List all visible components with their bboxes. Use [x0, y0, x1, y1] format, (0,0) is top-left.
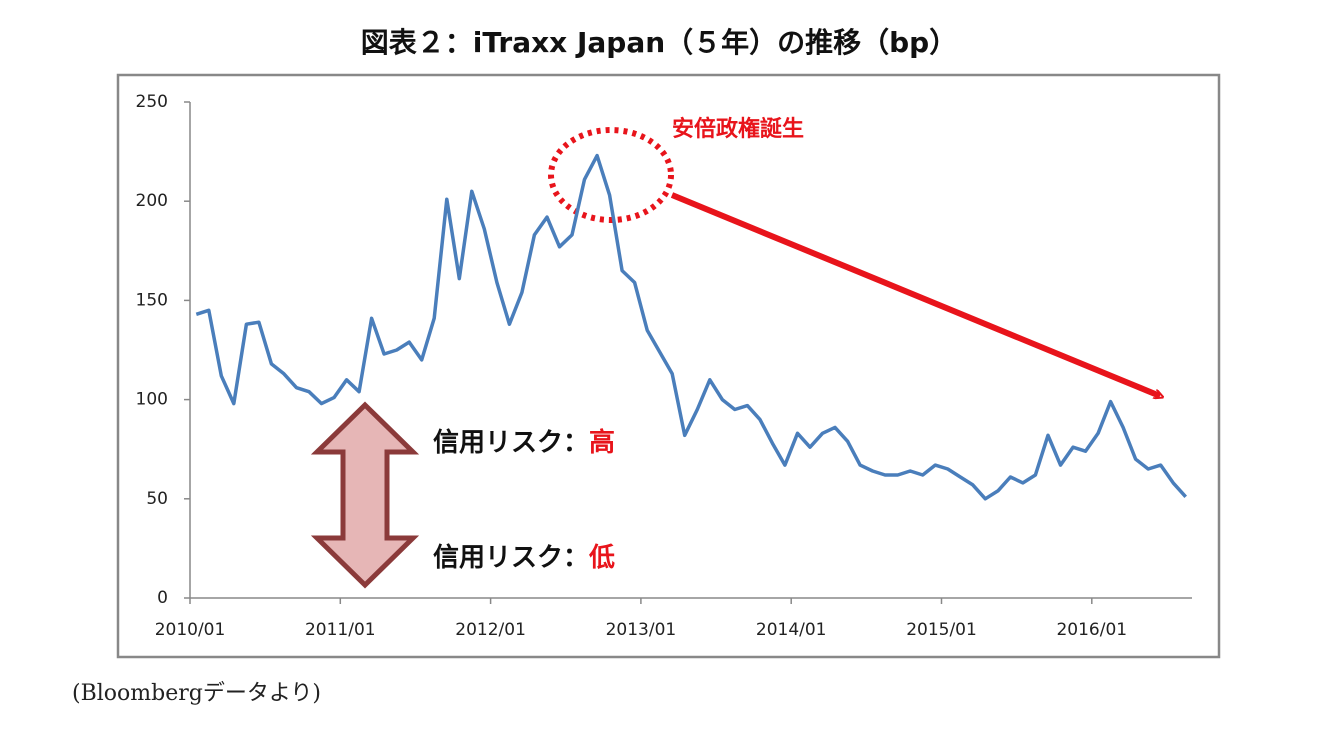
risk-high: 高	[589, 427, 615, 458]
risk-arrow	[310, 401, 420, 589]
risk-label: 信用リスク：高	[433, 427, 615, 458]
x-tick-label: 2010/01	[155, 620, 226, 640]
x-tick-label: 2014/01	[756, 620, 827, 640]
risk-prefix: 信用リスク：	[433, 543, 589, 573]
trend-arrow	[670, 192, 1160, 396]
y-tick-label: 150	[136, 290, 168, 310]
risk-low: 低	[588, 543, 615, 573]
event-label: 安倍政権誕生	[672, 116, 804, 142]
x-tick-label: 2012/01	[455, 620, 526, 640]
x-tick-label: 2011/01	[305, 620, 376, 640]
x-tick-label: 2013/01	[606, 620, 677, 640]
data-line	[195, 153, 1188, 501]
y-tick-label: 200	[136, 191, 168, 211]
y-tick-label: 250	[136, 92, 168, 112]
chart-title: 図表２：iTraxx Japan（５年）の推移（bp）	[361, 26, 957, 59]
risk-prefix: 信用リスク：	[433, 428, 589, 458]
plot-frame	[116, 73, 1221, 659]
risk-label: 信用リスク：低	[433, 543, 615, 573]
source-note: (Bloombergデータより)	[72, 681, 321, 706]
y-tick-label: 0	[157, 588, 168, 608]
x-tick-label: 2015/01	[906, 620, 977, 640]
y-tick-label: 50	[146, 489, 168, 509]
x-tick-label: 2016/01	[1056, 620, 1127, 640]
y-tick-label: 100	[136, 390, 168, 410]
event-circle	[548, 127, 674, 223]
